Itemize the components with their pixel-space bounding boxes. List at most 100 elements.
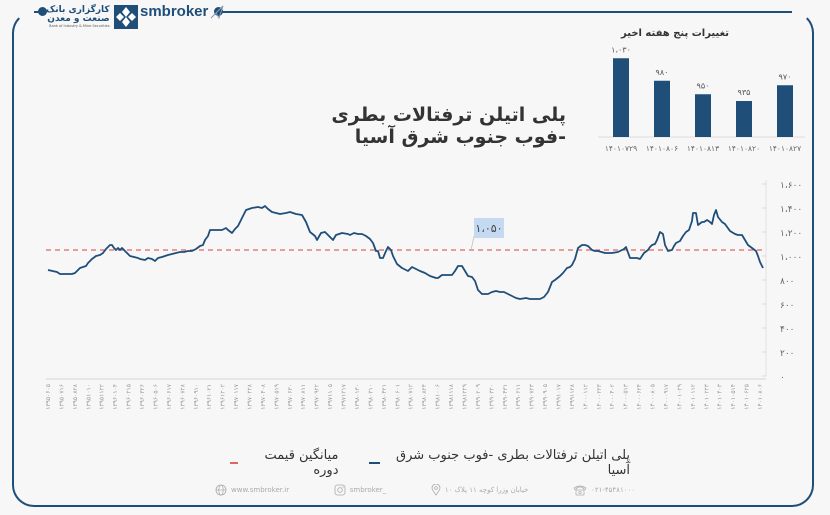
y-tick-label: ۱،۴۰۰ (780, 205, 802, 215)
globe-icon (215, 484, 227, 496)
bar-value-label: ۹۵۰ (697, 81, 710, 90)
x-tick-label: ۱۳۹۸۰۱۳۰ (354, 384, 361, 410)
legend-item-average: میانگین قیمت دوره (230, 448, 339, 478)
website-text: www.smbroker.ir (231, 486, 290, 494)
x-tick-label: ۱۳۹۶۰۹۱۰ (193, 384, 200, 410)
y-tick-label: ۲۰۰ (780, 349, 795, 359)
frame-dot-right (214, 7, 223, 16)
footer-divider (215, 505, 630, 507)
bar-value-label: ۹۳۵ (738, 88, 751, 97)
x-tick-label: ۱۴۰۰۰۲۲۳ (596, 383, 603, 410)
x-tick-label: ۱۴۰۱۰۸۰۶ (757, 384, 764, 410)
x-tick-label: ۱۳۹۸۰۶۰۱ (394, 384, 401, 410)
x-tick-label: ۱۳۹۸۱۱۱۸ (448, 383, 455, 410)
x-tick-label: ۱۴۰۰۰۹۱۷ (663, 383, 670, 410)
brand-text: smbroker (140, 3, 209, 20)
bar (654, 80, 670, 137)
x-tick-label: ۱۴۰۱۰۶۲۵ (744, 384, 751, 410)
bar-value-label: ۹۷۰ (779, 72, 792, 81)
x-tick-label: ۱۴۰۰۰۸۰۵ (650, 384, 657, 410)
bar (736, 101, 752, 137)
x-tick-label: ۱۳۹۷۰۱۱۷ (233, 383, 240, 410)
x-tick-label: ۱۳۹۶۰۲۱۵ (126, 384, 133, 410)
x-tick-label: ۱۳۹۹۰۳۲۰ (488, 384, 495, 410)
logo-emblem-icon (113, 5, 138, 29)
x-tick-label: ۱۳۹۷۰۹۲۲ (314, 384, 321, 410)
chart-legend: پلی اتیلن ترفتالات بطری -فوب جنوب شرق آس… (230, 448, 630, 478)
bar (613, 58, 629, 137)
x-tick-label: ۱۳۹۸۰۷۱۲ (408, 384, 415, 410)
x-tick-label: ۱۳۹۵۱۰۱۰ (85, 384, 92, 410)
legend-item-price: پلی اتیلن ترفتالات بطری -فوب جنوب شرق آس… (368, 448, 630, 478)
footer-website[interactable]: www.smbroker.ir (215, 484, 289, 496)
y-tick-label: ۴۰۰ (780, 325, 795, 335)
y-tick-label: ۶۰۰ (780, 301, 795, 311)
paper-plane-icon (211, 5, 224, 19)
x-tick-label: ۱۳۹۸۰۴۲۱ (381, 384, 388, 410)
footer-phone[interactable]: ۰۲۱-۴۵۴۸۱۰۰۰ (573, 484, 635, 496)
x-tick-label: ۱۳۹۹۰۶۱۱ (515, 384, 522, 410)
logo-text: کارگزاری بانک صنعت و معدن Bank of Indust… (46, 4, 110, 29)
bar (777, 85, 793, 137)
x-tick-label: ۱۴۰۱۰۱۱۲ (690, 384, 697, 410)
x-tick-label: ۱۳۹۹۱۰۱۷ (555, 383, 562, 410)
y-tick-label: ۱،۶۰۰ (780, 181, 802, 191)
x-tick-label: ۱۴۰۱۰۵۱۴ (730, 384, 737, 410)
location-pin-icon (431, 484, 441, 496)
x-tick-label: ۱۴۰۰۰۶۲۴ (636, 384, 643, 410)
y-tick-label: ۰ (780, 373, 785, 383)
x-tick-label: ۱۳۹۶۰۶۱۷ (166, 383, 173, 410)
footer-address: خیابان وزرا کوچه ۱۱ پلاک ۱۰ (431, 484, 529, 496)
average-label-box (474, 218, 504, 238)
bank-logo: کارگزاری بانک صنعت و معدن Bank of Indust… (46, 2, 138, 32)
y-tick-label: ۱،۰۰۰ (780, 253, 802, 263)
y-tick-label: ۸۰۰ (780, 277, 795, 287)
x-tick-label: ۱۳۹۶۰۳۲۶ (139, 384, 146, 410)
bar-category-label: ۱۴۰۱۰۸۲۰ (728, 144, 760, 153)
x-tick-label: ۱۴۰۰۱۰۲۹ (676, 384, 683, 410)
x-tick-label: ۱۳۹۶۰۵۰۶ (152, 384, 159, 410)
x-tick-label: ۱۴۰۱۰۴۰۳ (717, 383, 724, 410)
x-tick-label: ۱۳۹۶۱۰۲۱ (206, 384, 213, 410)
bar-value-label: ۱،۰۳۰ (611, 45, 631, 54)
x-tick-label: ۱۳۹۹۰۷۲۳ (529, 383, 536, 410)
logo-name-line2: صنعت و معدن (47, 13, 110, 24)
x-tick-label: ۱۳۹۵۰۸۲۸ (72, 383, 79, 410)
x-tick-label: ۱۴۰۱۰۲۲۳ (703, 383, 710, 410)
x-tick-label: ۱۴۰۰۰۵۱۳ (623, 383, 630, 410)
frame-top-line (218, 11, 792, 13)
x-tick-label: ۱۳۹۹۱۱۲۸ (569, 383, 576, 410)
address-text: خیابان وزرا کوچه ۱۱ پلاک ۱۰ (444, 486, 529, 494)
bar-category-label: ۱۴۰۱۰۸۰۶ (646, 144, 678, 153)
logo-english: Bank of Industry & Mine Securities (49, 23, 110, 28)
logo-name-line1: کارگزاری بانک (46, 4, 110, 15)
x-tick-label: ۱۴۰۰۰۱۱۲ (582, 384, 589, 410)
bar-chart-title: تغییرات پنج هفته اخیر (621, 28, 729, 39)
bar-category-label: ۱۴۰۱۰۸۲۷ (769, 144, 801, 153)
footer: www.smbroker.ir smbroker_ خیابان وزرا کو… (215, 484, 635, 496)
x-tick-label: ۱۳۹۶۱۲۰۲ (220, 384, 227, 410)
x-tick-label: ۱۳۹۷۰۴۰۸ (260, 383, 267, 410)
x-tick-label: ۱۴۰۰۰۴۰۲ (609, 384, 616, 410)
y-tick-label: ۱،۲۰۰ (780, 229, 802, 239)
x-tick-label: ۱۳۹۹۰۲۰۹ (475, 384, 482, 410)
legend-dash-icon (230, 462, 238, 464)
footer-instagram[interactable]: smbroker_ (334, 484, 386, 496)
x-tick-label: ۱۳۹۷۰۵۱۹ (273, 384, 280, 410)
average-label-text: ۱،۰۵۰ (475, 222, 502, 235)
bar (695, 94, 711, 137)
bar-value-label: ۹۸۰ (656, 68, 669, 77)
legend-label-average: میانگین قیمت دوره (264, 448, 339, 478)
x-tick-label: ۱۳۹۶۰۱۰۴ (112, 384, 119, 410)
brand-name: smbroker (140, 3, 224, 20)
x-tick-label: ۱۳۹۷۰۲۲۸ (247, 383, 254, 410)
frame-dot-left (38, 7, 47, 16)
x-tick-label: ۱۳۹۷۰۸۱۱ (300, 384, 307, 410)
x-tick-label: ۱۳۹۵۰۷۱۶ (58, 384, 65, 410)
phone-text: ۰۲۱-۴۵۴۸۱۰۰۰ (591, 486, 635, 494)
legend-line-icon (368, 462, 380, 464)
x-tick-label: ۱۳۹۸۰۸۲۴ (421, 384, 428, 410)
instagram-handle: smbroker_ (349, 486, 387, 494)
x-tick-label: ۱۳۹۸۱۲۲۹ (461, 384, 468, 410)
